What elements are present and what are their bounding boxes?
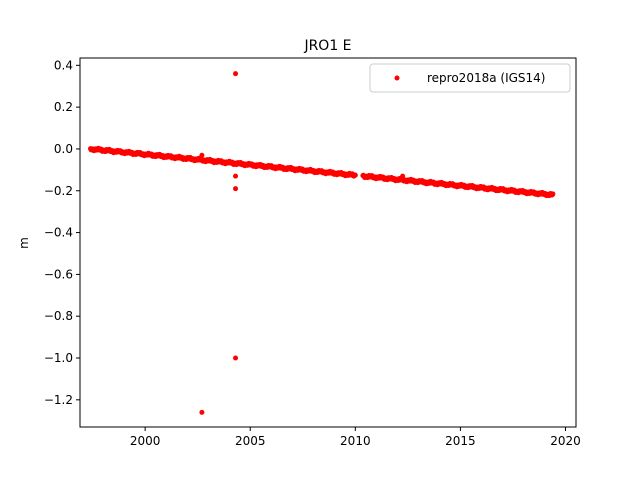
- data-point: [233, 71, 239, 77]
- x-tick-label: 2010: [340, 434, 371, 448]
- y-axis-label: m: [17, 237, 31, 249]
- points-layer: [88, 71, 556, 415]
- data-point: [233, 186, 239, 192]
- y-tick-label: −0.4: [44, 226, 73, 240]
- chart-title: JRO1 E: [303, 38, 351, 54]
- ticks-layer: 2000 2005 2010 2015 2020 0.4 0.2 0.0 −0.2 −0.4 −0.…: [44, 58, 581, 448]
- data-point: [199, 152, 205, 158]
- y-tick-label: 0.2: [54, 100, 73, 114]
- data-point: [550, 191, 556, 197]
- y-tick-label: −0.2: [44, 184, 73, 198]
- x-tick-label: 2020: [550, 434, 581, 448]
- legend: repro2018a (IGS14): [369, 63, 571, 93]
- y-tick-label: −1.0: [44, 351, 73, 365]
- legend-box: [369, 63, 571, 93]
- data-point: [199, 409, 205, 415]
- x-tick-label: 2005: [235, 434, 266, 448]
- legend-entry: repro2018a (IGS14): [427, 71, 545, 85]
- y-tick-label: −0.6: [44, 267, 73, 281]
- data-point: [233, 355, 239, 361]
- y-tick-label: 0.0: [54, 142, 73, 156]
- data-point: [400, 173, 406, 179]
- x-tick-label: 2000: [130, 434, 161, 448]
- plot-frame: [79, 57, 577, 428]
- data-point: [352, 172, 358, 178]
- y-tick-label: −1.2: [44, 393, 73, 407]
- legend-marker: [394, 75, 400, 81]
- x-tick-label: 2015: [445, 434, 476, 448]
- data-point: [233, 173, 239, 179]
- y-tick-label: −0.8: [44, 309, 73, 323]
- y-tick-label: 0.4: [54, 58, 73, 72]
